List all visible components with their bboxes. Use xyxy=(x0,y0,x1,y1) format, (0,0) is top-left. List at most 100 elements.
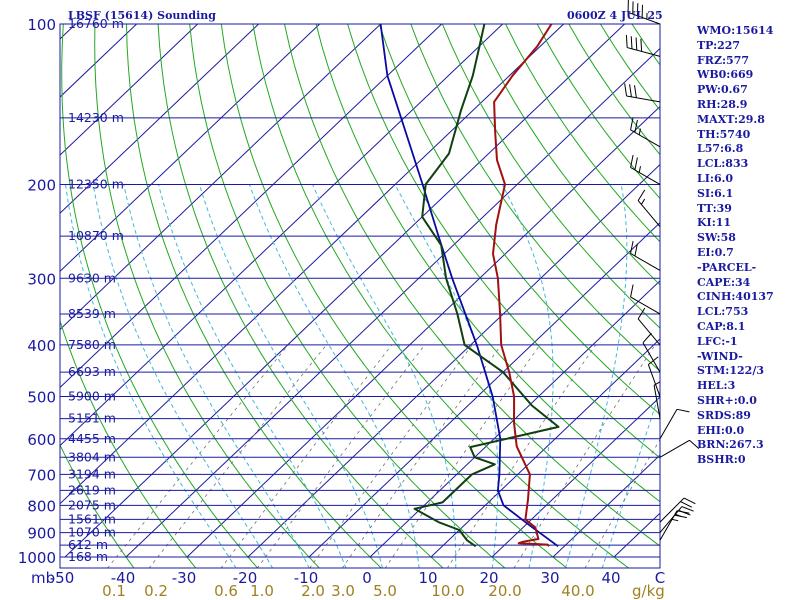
mixing-ratio-line xyxy=(220,344,393,568)
index-row: SW:58 xyxy=(697,231,736,245)
wind-barb-flag xyxy=(625,34,628,48)
dry-adiabat-line xyxy=(315,24,660,503)
wind-barb-staff xyxy=(630,253,661,271)
wind-barb-staff xyxy=(642,342,661,373)
isotherm-line xyxy=(369,280,660,558)
height-label: 10870 m xyxy=(68,228,124,243)
isotherm-line xyxy=(60,24,503,447)
mixing-ratio-line xyxy=(584,439,660,568)
wind-barb xyxy=(659,510,690,541)
dry-adiabat-line xyxy=(252,24,630,568)
wind-barb-flag xyxy=(681,506,694,512)
height-label: 1561 m xyxy=(68,511,116,526)
temperature-tick-label: -30 xyxy=(172,569,197,587)
dry-adiabat-line xyxy=(284,24,660,547)
wind-barb-staff xyxy=(647,364,661,397)
pressure-tick-label: 900 xyxy=(27,525,56,543)
dry-adiabat-line xyxy=(378,24,660,416)
wind-barb xyxy=(659,408,690,440)
temperature-profile-line xyxy=(492,24,553,547)
dry-adiabat-line xyxy=(189,24,506,568)
pressure-tick-label: 1000 xyxy=(18,549,56,567)
isotherm-line xyxy=(60,24,198,156)
index-row: LCL:833 xyxy=(697,157,749,171)
index-row: SHR+:0.0 xyxy=(697,393,757,407)
isotherm-line xyxy=(247,163,660,558)
moist-adiabat-line xyxy=(92,184,274,568)
isotherm-line xyxy=(491,396,660,558)
moist-adiabat-line xyxy=(394,184,499,568)
mixing-ratio-tick-label: 40.0 xyxy=(561,582,594,600)
pressure-tick-label: 400 xyxy=(27,337,56,355)
temperature-tick-label: 30 xyxy=(540,569,559,587)
wind-barb-staff xyxy=(630,167,661,185)
temperature-tick-label: -50 xyxy=(50,569,75,587)
moist-adiabat-line xyxy=(312,184,457,568)
temperature-tick-label: -10 xyxy=(294,569,319,587)
wind-barb-flag xyxy=(648,356,659,365)
mixing-ratio-tick-label: 10.0 xyxy=(431,582,464,600)
mixing-ratio-tick-label: 20.0 xyxy=(488,582,521,600)
wind-barb-flag xyxy=(634,119,638,133)
temperature-tick-label: -40 xyxy=(111,569,136,587)
wind-barb xyxy=(647,356,661,397)
isotherm-line xyxy=(64,24,625,558)
height-label: 2075 m xyxy=(68,497,116,512)
index-row: RH:28.9 xyxy=(697,97,748,111)
wind-barb xyxy=(659,439,700,458)
dewpoint-profile-line xyxy=(413,24,560,548)
index-row: SRDS:89 xyxy=(697,408,751,422)
isotherm-line xyxy=(308,222,660,558)
wind-barb-flag xyxy=(642,332,652,344)
dry-adiabat-line xyxy=(441,24,660,329)
mixing-ratio-tick-label: 0.6 xyxy=(214,582,238,600)
wind-barb-staff xyxy=(630,129,661,148)
isotherm-line xyxy=(552,454,660,558)
wind-barb-flag xyxy=(630,36,633,49)
wind-barb xyxy=(637,307,661,346)
moist-adiabat-line xyxy=(565,184,628,568)
wind-barb xyxy=(625,34,661,57)
index-row: CAP:8.1 xyxy=(697,319,746,333)
dry-adiabat-line xyxy=(347,24,660,459)
wind-barb-staff xyxy=(626,95,661,103)
wind-barb-staff xyxy=(630,296,661,315)
plot-frame xyxy=(59,23,661,569)
mixing-ratio-line xyxy=(446,344,596,568)
wind-barb-flag xyxy=(689,439,700,450)
pressure-unit-label: mb xyxy=(31,569,55,587)
mixing-ratio-tick-label: 0.1 xyxy=(102,582,126,600)
dry-adiabat-line xyxy=(220,24,568,568)
dry-adiabat-line xyxy=(94,24,321,568)
wind-barb xyxy=(624,83,661,103)
wind-barb xyxy=(642,332,661,373)
pressure-tick-label: 300 xyxy=(27,270,56,288)
height-label: 7580 m xyxy=(68,337,116,352)
temperature-tick-label: -20 xyxy=(233,569,258,587)
moist-adiabat-line xyxy=(65,184,237,568)
wind-barb-flag xyxy=(637,307,646,320)
mixing-ratio-line xyxy=(309,344,473,568)
dry-adiabat-line xyxy=(473,24,660,286)
wind-barb-flag xyxy=(630,284,634,298)
temperature-unit-label: C xyxy=(655,569,665,587)
index-row: STM:122/3 xyxy=(697,364,764,378)
mixing-ratio-line xyxy=(384,344,541,568)
index-row: PW:0.67 xyxy=(697,83,748,97)
mixing-ratio-line xyxy=(341,344,502,568)
wind-barb-flag xyxy=(637,189,646,201)
wind-barb xyxy=(630,117,661,148)
wind-barb-half-flag xyxy=(638,128,641,135)
isotherm-line xyxy=(60,24,381,331)
pressure-tick-label: 500 xyxy=(27,389,56,407)
wind-barb-half-flag xyxy=(640,198,646,205)
index-row: LI:6.0 xyxy=(697,171,734,185)
wind-barb-staff xyxy=(637,200,661,227)
pressure-tick-label: 700 xyxy=(27,466,56,484)
height-label: 14230 m xyxy=(68,110,124,125)
moist-adiabat-line xyxy=(123,184,310,568)
index-row: FRZ:577 xyxy=(697,53,750,67)
wind-barb-flag xyxy=(683,497,696,505)
wind-barb-flag xyxy=(629,84,632,97)
wind-barb xyxy=(653,381,661,419)
